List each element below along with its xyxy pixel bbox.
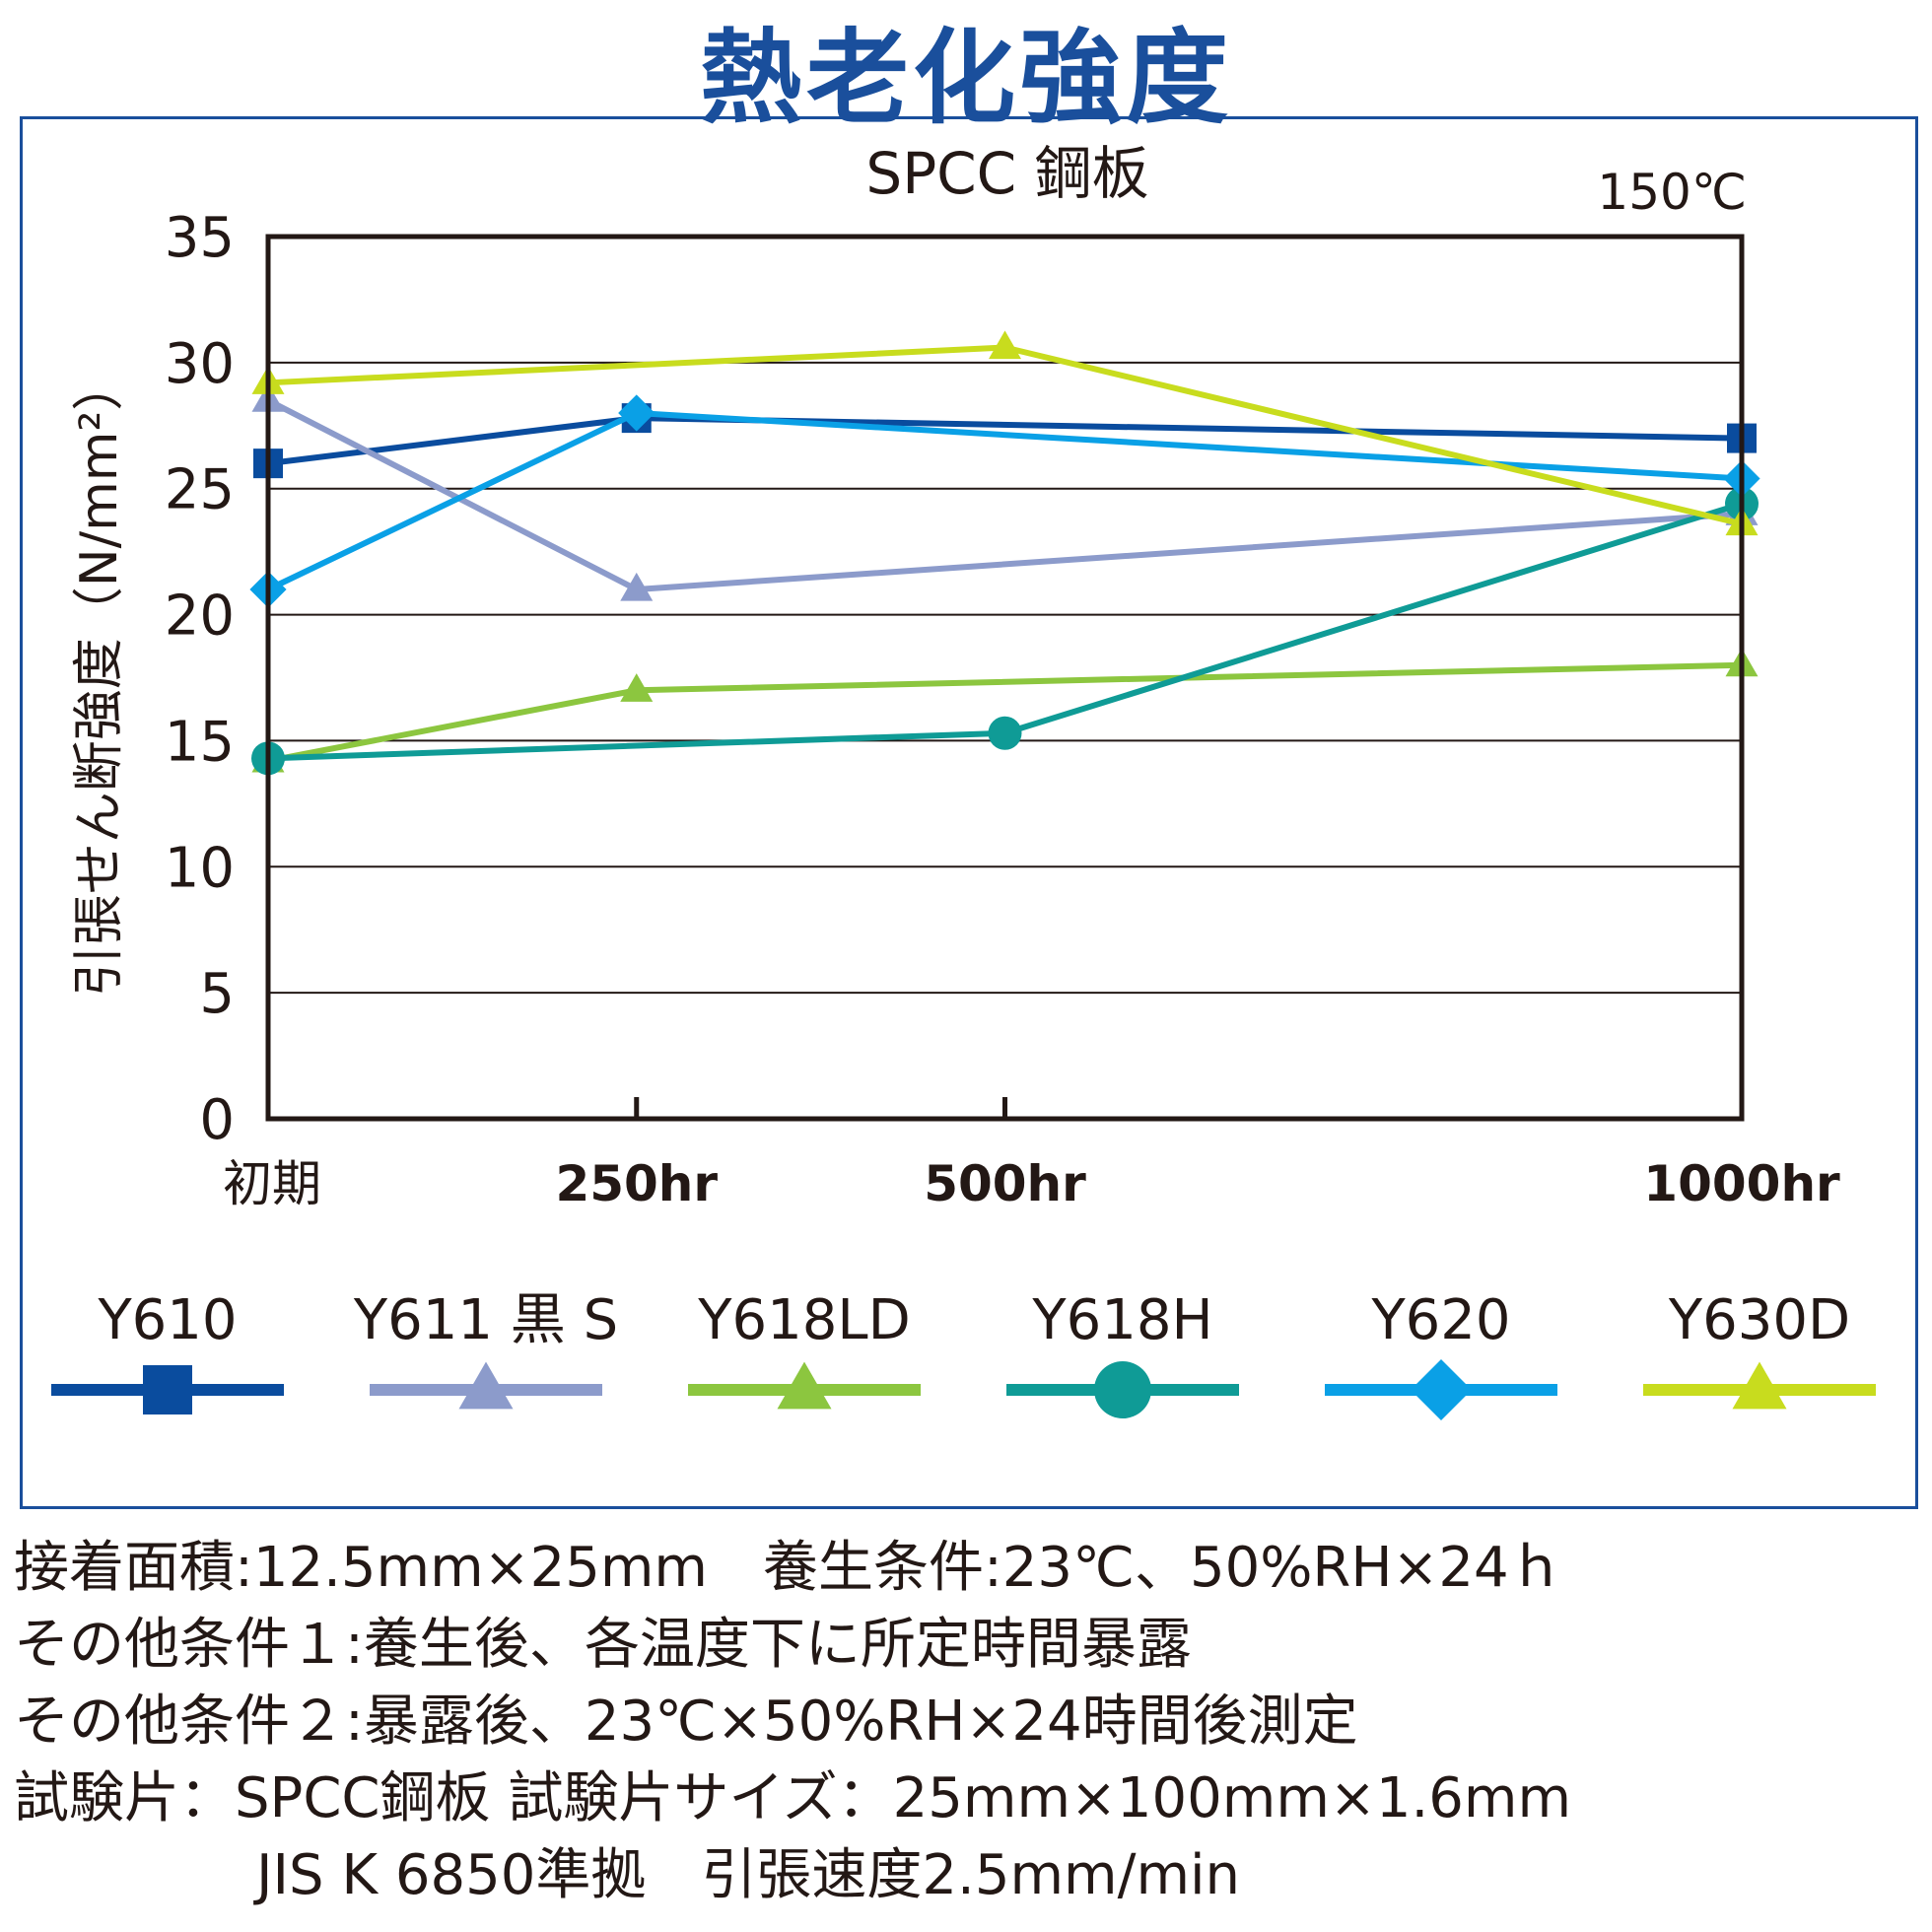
series-group — [249, 330, 1760, 776]
note-line-4: 試験片：SPCC鋼板 試験片サイズ：25mm×100mm×1.6mm — [14, 1766, 1571, 1830]
legend-marker — [1094, 1361, 1151, 1418]
note-line-2: その他条件１:養生後、各温度下に所定時間暴露 — [14, 1613, 1192, 1677]
legend-label: Y611 黒 S — [353, 1288, 618, 1352]
legend-marker — [143, 1365, 192, 1414]
series-line — [267, 415, 1743, 467]
plot-border — [265, 234, 1745, 1122]
legend: Y610 Y611 黒 S Y618LD Y618H Y620 Y630D — [51, 1288, 1876, 1420]
data-point — [989, 330, 1021, 360]
chart-subtitle: SPCC 鋼板 — [865, 140, 1148, 207]
legend-label: Y630D — [1668, 1288, 1850, 1352]
series-line — [266, 397, 1743, 592]
y-tick-label: 15 — [165, 710, 235, 774]
data-point — [620, 572, 654, 601]
data-point — [618, 394, 656, 432]
y-tick-label: 0 — [199, 1088, 235, 1152]
y-tick-label: 10 — [165, 836, 235, 900]
legend-marker — [458, 1361, 514, 1410]
legend-label: Y618H — [1031, 1288, 1212, 1352]
data-point — [620, 673, 654, 702]
legend-item: Y611 黒 S — [353, 1288, 618, 1410]
y-tick-label: 35 — [165, 206, 235, 270]
x-tick-label: 250hr — [555, 1155, 718, 1212]
legend-item: Y620 — [1325, 1288, 1557, 1420]
y-tick-label: 20 — [165, 585, 235, 649]
legend-label: Y610 — [97, 1288, 237, 1352]
legend-marker — [1411, 1359, 1472, 1420]
chart-svg: 0 5 10 15 20 25 30 35 初期 250hr 500hr 1000hr SPCC 鋼… — [51, 140, 1876, 1420]
legend-label: Y618LD — [697, 1288, 910, 1352]
y-tick-labels: 0 5 10 15 20 25 30 35 — [165, 206, 235, 1152]
x-tick-label: 1000hr — [1643, 1155, 1840, 1212]
legend-item: Y630D — [1643, 1288, 1876, 1410]
y-axis-label: 引張せん断強度（N/mm²） — [70, 360, 129, 998]
legend-item: Y618LD — [688, 1288, 921, 1410]
legend-marker — [1732, 1361, 1787, 1410]
note-line-5: JIS K 6850準拠 引張速度2.5mm/min — [256, 1843, 1241, 1907]
temperature-label: 150℃ — [1597, 164, 1747, 221]
note-line-3: その他条件２:暴露後、23℃×50%RH×24時間後測定 — [14, 1690, 1358, 1754]
legend-item: Y610 — [51, 1288, 284, 1414]
x-tick-labels: 初期 250hr 500hr 1000hr — [223, 1155, 1840, 1212]
legend-marker — [777, 1361, 832, 1410]
chart-frame — [20, 116, 1918, 1509]
data-point — [988, 716, 1022, 750]
y-tick-label: 30 — [165, 332, 235, 396]
x-tick-label: 初期 — [223, 1155, 321, 1212]
test-conditions: 接着面積:12.5mm×25mm 養生条件:23℃、50%RH×24ｈ その他条… — [14, 1530, 1916, 1914]
legend-item: Y618H — [1006, 1288, 1239, 1418]
y-tick-label: 25 — [165, 458, 235, 522]
legend-label: Y620 — [1370, 1288, 1510, 1352]
y-tick-label: 5 — [199, 962, 235, 1026]
note-line-1: 接着面積:12.5mm×25mm 養生条件:23℃、50%RH×24ｈ — [14, 1536, 1564, 1600]
grid-lines — [268, 361, 1742, 1119]
x-tick-label: 500hr — [924, 1155, 1086, 1212]
